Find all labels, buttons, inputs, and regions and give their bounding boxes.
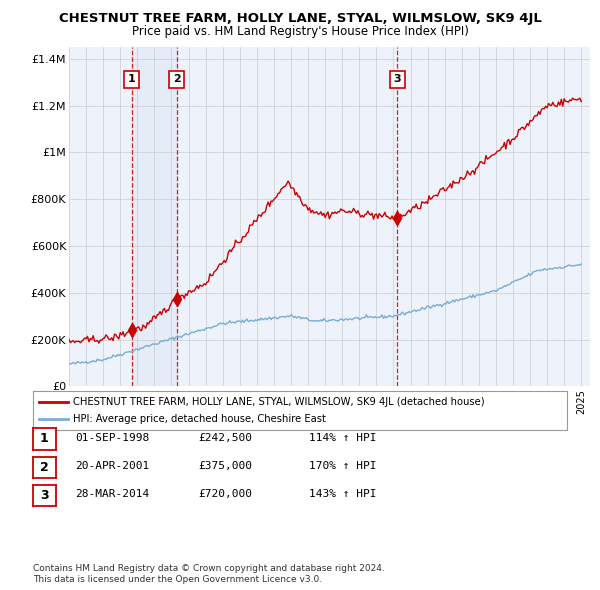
- Text: £375,000: £375,000: [198, 461, 252, 471]
- Text: 28-MAR-2014: 28-MAR-2014: [75, 490, 149, 499]
- Text: £242,500: £242,500: [198, 433, 252, 442]
- Text: Price paid vs. HM Land Registry's House Price Index (HPI): Price paid vs. HM Land Registry's House …: [131, 25, 469, 38]
- Text: 114% ↑ HPI: 114% ↑ HPI: [309, 433, 377, 442]
- Text: 170% ↑ HPI: 170% ↑ HPI: [309, 461, 377, 471]
- Text: 1: 1: [128, 74, 136, 84]
- Text: 3: 3: [394, 74, 401, 84]
- Text: 3: 3: [40, 489, 49, 502]
- Text: 01-SEP-1998: 01-SEP-1998: [75, 433, 149, 442]
- Text: CHESTNUT TREE FARM, HOLLY LANE, STYAL, WILMSLOW, SK9 4JL (detached house): CHESTNUT TREE FARM, HOLLY LANE, STYAL, W…: [73, 396, 485, 407]
- Text: 143% ↑ HPI: 143% ↑ HPI: [309, 490, 377, 499]
- Text: This data is licensed under the Open Government Licence v3.0.: This data is licensed under the Open Gov…: [33, 575, 322, 584]
- Text: £720,000: £720,000: [198, 490, 252, 499]
- Text: 2: 2: [173, 74, 181, 84]
- Text: 20-APR-2001: 20-APR-2001: [75, 461, 149, 471]
- Bar: [131, 47, 176, 386]
- Text: CHESTNUT TREE FARM, HOLLY LANE, STYAL, WILMSLOW, SK9 4JL: CHESTNUT TREE FARM, HOLLY LANE, STYAL, W…: [59, 12, 541, 25]
- Text: Contains HM Land Registry data © Crown copyright and database right 2024.: Contains HM Land Registry data © Crown c…: [33, 565, 385, 573]
- Text: 2: 2: [40, 461, 49, 474]
- Text: HPI: Average price, detached house, Cheshire East: HPI: Average price, detached house, Ches…: [73, 414, 326, 424]
- Text: 1: 1: [40, 432, 49, 445]
